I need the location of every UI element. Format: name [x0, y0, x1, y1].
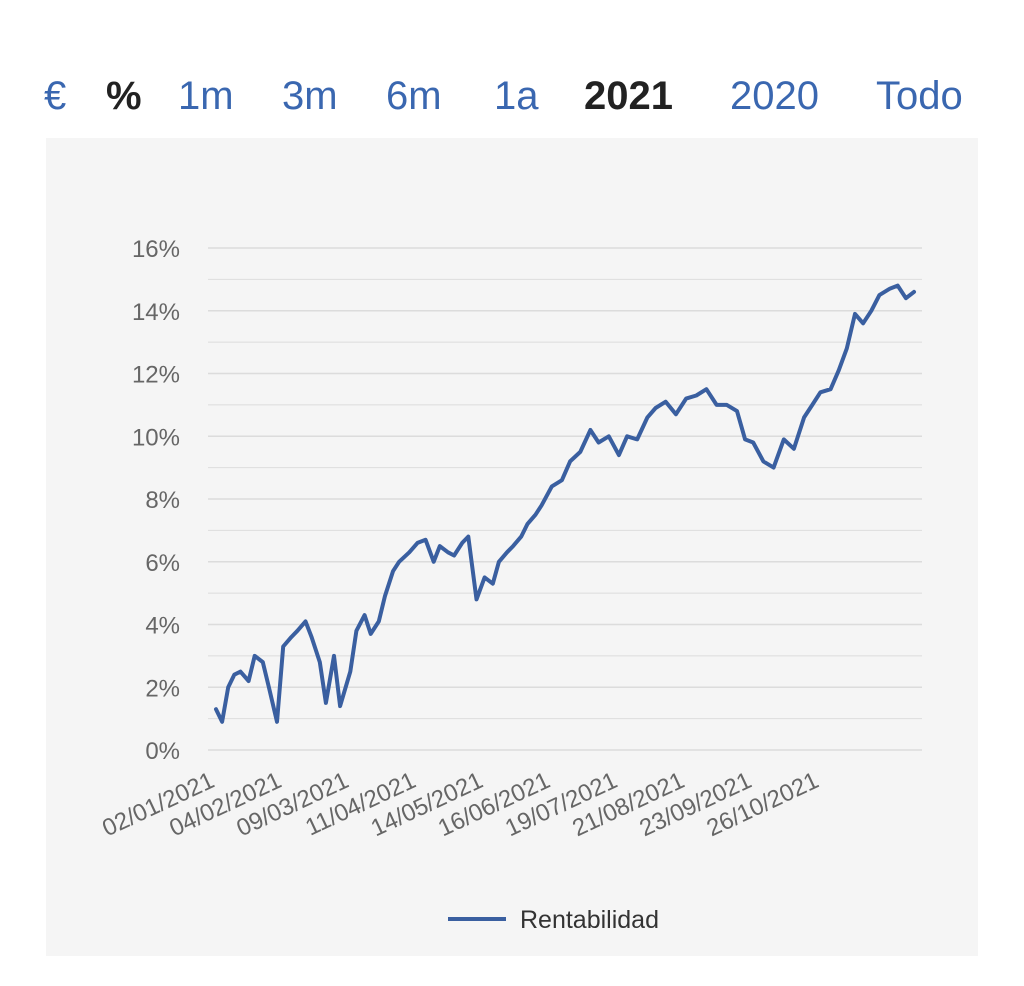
period-3m-button[interactable]: 3m	[282, 74, 338, 118]
series-layer	[214, 283, 916, 724]
y-tick-label: 8%	[145, 487, 180, 514]
y-tick-label: 6%	[145, 550, 180, 577]
y-tick-label: 14%	[132, 299, 180, 326]
period-2020-button[interactable]: 2020	[730, 74, 819, 118]
y-tick-label: 0%	[145, 738, 180, 765]
period-todo-button[interactable]: Todo	[876, 74, 963, 118]
series-line-rentabilidad[interactable]	[214, 283, 916, 724]
returns-line-chart: 0% 2% 4% 6% 8% 10% 12% 14% 16% 02/01/202104/02/2…	[98, 236, 922, 934]
legend[interactable]: Rentabilidad	[448, 906, 659, 934]
period-selector: €% 1m 3m 6m 1a 2021 2020 Todo	[44, 66, 974, 126]
y-axis-ticks: 0% 2% 4% 6% 8% 10% 12% 14% 16%	[132, 236, 180, 765]
y-tick-label: 10%	[132, 424, 180, 451]
chart-panel: 0% 2% 4% 6% 8% 10% 12% 14% 16% 02/01/2021 04/02/2…	[46, 138, 978, 956]
x-axis-ticks: 02/01/202104/02/202109/03/202111/04/2021…	[98, 767, 823, 842]
y-tick-label: 12%	[132, 362, 180, 389]
period-1m-button[interactable]: 1m	[178, 74, 234, 118]
currency-toggle-button[interactable]: €	[44, 74, 67, 118]
legend-label: Rentabilidad	[520, 906, 659, 934]
period-1a-button[interactable]: 1a	[494, 74, 539, 118]
y-tick-label: 4%	[145, 613, 180, 640]
period-2021-button[interactable]: 2021	[584, 74, 673, 118]
y-tick-label: 2%	[145, 675, 180, 702]
percent-toggle-button[interactable]: %	[106, 74, 142, 118]
grid-lines	[208, 247, 922, 751]
y-tick-label: 16%	[132, 236, 180, 263]
period-6m-button[interactable]: 6m	[386, 74, 442, 118]
